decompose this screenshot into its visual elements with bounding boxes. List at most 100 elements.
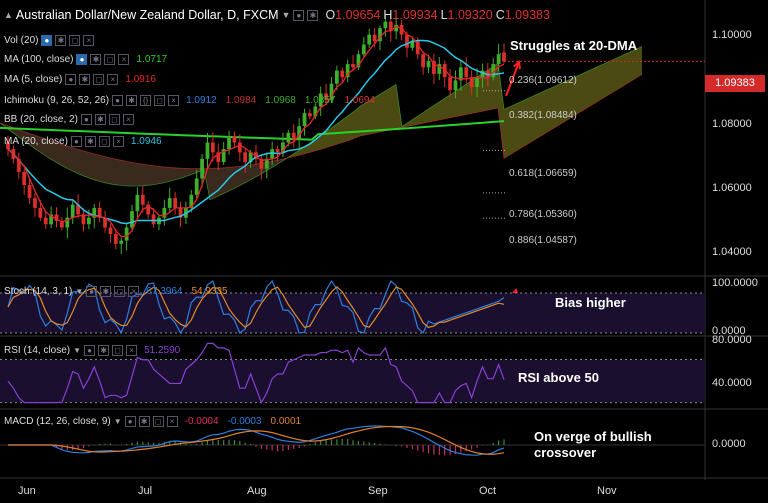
legend-macd[interactable]: MACD (12, 26, close, 9) ▼ ● ✱ ◻ × -0.000… (4, 416, 301, 427)
ichimoku-cloud-segment (456, 87, 462, 117)
close-icon[interactable]: × (107, 74, 119, 85)
hide-icon[interactable]: ◻ (154, 95, 166, 106)
settings-icon[interactable]: ✱ (98, 345, 110, 356)
close-icon[interactable]: × (166, 416, 178, 427)
settings-icon[interactable]: ✱ (55, 35, 67, 46)
eye-icon[interactable]: ● (112, 95, 124, 106)
ichimoku-cloud-segment (246, 164, 252, 183)
close-icon[interactable]: × (122, 114, 134, 125)
eye-icon[interactable]: ● (70, 136, 82, 147)
eye-icon[interactable]: ● (293, 9, 305, 21)
eye-icon[interactable]: ● (76, 54, 88, 65)
y-tick-stoch-1: 0.0000 (712, 325, 746, 337)
settings-icon[interactable]: ✱ (90, 54, 102, 65)
settings-icon[interactable]: ✱ (100, 286, 112, 297)
hide-icon[interactable]: ◻ (98, 136, 110, 147)
eye-icon[interactable]: ● (65, 74, 77, 85)
hide-icon[interactable]: ◻ (108, 114, 120, 125)
eye-icon[interactable]: ● (41, 35, 53, 46)
settings-icon[interactable]: ✱ (126, 95, 138, 106)
candle-body (464, 67, 469, 78)
candle-body (378, 28, 382, 42)
candle-body (399, 24, 404, 35)
ma20-value: 1.0946 (130, 136, 162, 147)
candle-body (367, 34, 372, 45)
candle-body (313, 106, 318, 117)
dropdown-icon[interactable]: ▼ (73, 346, 82, 355)
ichimoku-cloud-segment (630, 49, 636, 82)
ichimoku-cloud-segment (72, 147, 78, 174)
candle-body (76, 204, 80, 215)
ichimoku-base-value: 1.0984 (225, 95, 257, 106)
ichimoku-cloud-segment (66, 145, 72, 171)
legend-ma5[interactable]: MA (5, close) ● ✱ ◻ × 1.0916 (4, 74, 156, 85)
close-icon[interactable]: × (83, 35, 95, 46)
ichimoku-conversion-value: 1.0912 (186, 95, 217, 106)
candle-body (6, 142, 10, 150)
ichimoku-cloud-segment (354, 106, 360, 139)
dropdown-icon[interactable]: ▼ (113, 417, 122, 426)
code-icon[interactable]: {} (140, 95, 152, 106)
hide-icon[interactable]: ◻ (93, 74, 105, 85)
settings-icon[interactable]: ✱ (84, 136, 96, 147)
settings-icon[interactable]: ✱ (307, 9, 319, 21)
settings-icon[interactable]: ✱ (138, 416, 150, 427)
hide-icon[interactable]: ◻ (104, 54, 116, 65)
candle-body (302, 113, 307, 127)
candle-body (372, 34, 377, 42)
close-icon[interactable]: × (126, 345, 138, 356)
ichimoku-cloud-segment (114, 158, 120, 186)
ichimoku-cloud-segment (216, 167, 222, 198)
candle-body (469, 77, 474, 87)
legend-ma20[interactable]: MA (20, close) ● ✱ ◻ × 1.0946 (4, 136, 162, 147)
legend-bb[interactable]: BB (20, close, 2) ● ✱ ◻ × (4, 114, 134, 125)
eye-icon[interactable]: ● (84, 345, 96, 356)
ichimoku-cloud-segment (450, 90, 456, 118)
candle-body (49, 214, 54, 225)
chevron-up-icon[interactable]: ▲ (4, 10, 13, 20)
legend-stoch[interactable]: Stoch (14, 3, 1) ▼ ● ✱ ◻ × 67.3964 54.93… (4, 286, 228, 297)
ichimoku-cloud-segment (96, 154, 102, 183)
legend-ichimoku[interactable]: Ichimoku (9, 26, 52, 26) ● ✱ {} ◻ × 1.09… (4, 95, 375, 106)
candle-body (324, 93, 328, 101)
dropdown-icon[interactable]: ▼ (281, 10, 291, 20)
close-icon[interactable]: × (112, 136, 124, 147)
candle-body (97, 207, 102, 218)
candle-body (189, 194, 194, 208)
candle-body (216, 152, 221, 163)
symbol-title[interactable]: Australian Dollar/New Zealand Dollar, D,… (15, 8, 279, 22)
ichimoku-cloud-segment (618, 54, 624, 90)
fib-label-786: 0.786(1.05360) (509, 209, 577, 220)
close-icon[interactable]: × (168, 95, 180, 106)
hide-icon[interactable]: ◻ (114, 286, 126, 297)
ichimoku-cloud-segment (18, 129, 24, 141)
candle-body (286, 132, 291, 143)
ichimoku-cloud-segment (588, 68, 594, 108)
candle-body (22, 171, 27, 186)
hide-icon[interactable]: ◻ (112, 345, 124, 356)
eye-icon[interactable]: ● (86, 286, 98, 297)
hide-icon[interactable]: ◻ (69, 35, 81, 46)
ma5-line (7, 25, 505, 238)
ichimoku-cloud-segment (522, 98, 528, 148)
eye-icon[interactable]: ● (80, 114, 92, 125)
ichimoku-cloud-segment (594, 65, 600, 104)
settings-icon[interactable]: ✱ (94, 114, 106, 125)
hide-icon[interactable]: ◻ (152, 416, 164, 427)
settings-icon[interactable]: ✱ (79, 74, 91, 85)
ichimoku-cloud-segment (366, 99, 372, 135)
legend-vol[interactable]: Vol (20) ● ✱ ◻ × (4, 35, 95, 46)
candle-body (491, 64, 496, 78)
dropdown-icon[interactable]: ▼ (75, 287, 84, 296)
legend-rsi[interactable]: RSI (14, close) ▼ ● ✱ ◻ × 51.2590 (4, 345, 180, 356)
ichimoku-cloud-segment (300, 145, 306, 155)
candle-body (264, 158, 269, 169)
legend-ma100[interactable]: MA (100, close) ● ✱ ◻ × 1.0717 (4, 54, 167, 65)
candle-body (146, 204, 151, 215)
x-tick-4: Oct (479, 485, 497, 497)
close-icon[interactable]: × (118, 54, 130, 65)
eye-icon[interactable]: ● (124, 416, 136, 427)
close-icon[interactable]: × (128, 286, 140, 297)
ichimoku-cloud-segment (132, 162, 138, 187)
